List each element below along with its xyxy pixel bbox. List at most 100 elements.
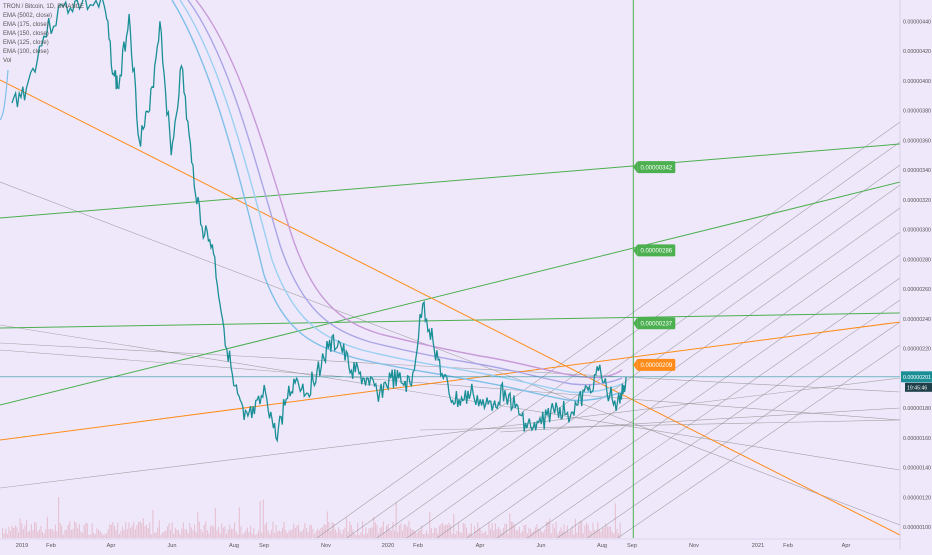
volume-bar bbox=[498, 526, 500, 538]
volume-bar bbox=[154, 532, 156, 538]
volume-bar bbox=[262, 499, 264, 538]
volume-bar bbox=[350, 524, 352, 538]
volume-bar bbox=[376, 525, 378, 538]
volume-bar bbox=[56, 531, 58, 538]
volume-bar bbox=[107, 529, 109, 538]
y-tick-label: 0.00000260 bbox=[903, 287, 931, 293]
volume-bar bbox=[74, 521, 76, 538]
volume-bar bbox=[419, 530, 421, 538]
volume-bar bbox=[549, 518, 551, 538]
volume-bar bbox=[571, 526, 573, 538]
indicator-ema-5002[interactable]: EMA (5002, close) bbox=[3, 13, 53, 19]
volume-bar bbox=[211, 525, 213, 538]
green-trendline bbox=[0, 143, 900, 219]
gray-trendline bbox=[586, 321, 900, 538]
volume-bar bbox=[531, 532, 533, 538]
volume-bar bbox=[606, 526, 608, 538]
volume-bar bbox=[208, 532, 210, 538]
x-tick-label: Nov bbox=[321, 543, 331, 549]
volume-bar bbox=[341, 533, 343, 538]
x-tick-label: Feb bbox=[46, 543, 56, 549]
volume-bar bbox=[597, 522, 599, 538]
volume-bar bbox=[386, 525, 388, 538]
volume-bar bbox=[134, 529, 136, 538]
volume-bar bbox=[466, 527, 468, 538]
volume-bar bbox=[573, 534, 575, 538]
indicator-ema-150[interactable]: EMA (150, close) bbox=[3, 31, 49, 37]
volume-bar bbox=[421, 525, 423, 538]
annotation-label[interactable]: 0.00000286 bbox=[633, 244, 676, 257]
orange-trendline bbox=[0, 321, 900, 441]
countdown-box bbox=[905, 382, 932, 392]
volume-bar bbox=[422, 534, 424, 538]
volume-bar bbox=[410, 528, 412, 538]
volume-bar bbox=[270, 529, 272, 538]
annotation-label[interactable]: 0.00000342 bbox=[633, 161, 676, 174]
volume-bar bbox=[594, 530, 596, 538]
x-tick-label: Nov bbox=[689, 543, 699, 549]
volume-bar bbox=[581, 521, 583, 538]
volume-bar bbox=[342, 529, 344, 538]
volume-bar bbox=[579, 521, 581, 538]
y-tick-label: 0.00000240 bbox=[903, 317, 931, 323]
volume-bar bbox=[285, 530, 287, 538]
volume-bar bbox=[616, 529, 618, 538]
volume-bar bbox=[130, 528, 132, 538]
y-tick-label: 0.00000120 bbox=[903, 495, 931, 501]
volume-bar bbox=[245, 530, 247, 538]
x-tick-label: 2019 bbox=[16, 543, 28, 549]
volume-bar bbox=[515, 530, 517, 538]
volume-bar bbox=[389, 529, 391, 538]
volume-bar bbox=[504, 523, 506, 538]
volume-bar bbox=[5, 528, 7, 538]
volume-bar bbox=[282, 527, 284, 538]
annotation-label[interactable]: 0.00000209 bbox=[633, 358, 676, 371]
volume-bar bbox=[24, 525, 26, 538]
volume-bar bbox=[82, 532, 84, 538]
volume-bar bbox=[509, 513, 511, 538]
volume-bar bbox=[138, 522, 140, 538]
volume-bar bbox=[141, 523, 143, 538]
volume-bar bbox=[286, 533, 288, 538]
volume-bar bbox=[168, 523, 170, 538]
volume-bar bbox=[187, 533, 189, 538]
volume-bar bbox=[90, 534, 92, 538]
volume-bar bbox=[381, 526, 383, 538]
indicator-ema-125[interactable]: EMA (125, close) bbox=[3, 40, 49, 46]
volume-bar bbox=[122, 526, 124, 538]
volume-bar bbox=[533, 530, 535, 538]
volume-bar bbox=[530, 529, 532, 538]
volume-bar bbox=[443, 525, 445, 538]
volume-bar bbox=[414, 531, 416, 538]
indicator-ema-100[interactable]: EMA (100, close) bbox=[3, 49, 49, 55]
volume-bar bbox=[192, 530, 194, 538]
x-tick-label: 2020 bbox=[382, 543, 394, 549]
annotation-label[interactable]: 0.00000237 bbox=[633, 317, 676, 330]
volume-bar bbox=[298, 524, 300, 538]
volume-bar bbox=[371, 527, 373, 538]
volume-bar bbox=[75, 522, 77, 538]
volume-bar bbox=[472, 535, 474, 538]
volume-bar bbox=[315, 531, 317, 538]
volume-bar bbox=[539, 529, 541, 538]
annotation-pointer bbox=[633, 244, 638, 257]
volume-bar bbox=[61, 526, 63, 538]
volume-bar bbox=[416, 532, 418, 538]
annotation-box bbox=[637, 161, 676, 174]
volume-bar bbox=[226, 533, 228, 538]
indicator-ema-175[interactable]: EMA (175, close) bbox=[3, 22, 49, 28]
indicator-volume[interactable]: Vol bbox=[3, 58, 12, 64]
price-line bbox=[11, 0, 627, 443]
volume-bar bbox=[534, 527, 536, 538]
volume-bar bbox=[600, 531, 602, 538]
y-tick-label: 0.00000300 bbox=[903, 228, 931, 234]
volume-bar bbox=[8, 526, 10, 538]
volume-bar bbox=[288, 530, 290, 538]
y-tick-label: 0.00000140 bbox=[903, 466, 931, 472]
volume-bar bbox=[146, 524, 148, 538]
volume-bar bbox=[205, 521, 207, 538]
ema-line bbox=[187, 0, 623, 386]
gray-trendlines bbox=[0, 121, 900, 538]
y-tick-label: 0.00000440 bbox=[903, 19, 931, 25]
